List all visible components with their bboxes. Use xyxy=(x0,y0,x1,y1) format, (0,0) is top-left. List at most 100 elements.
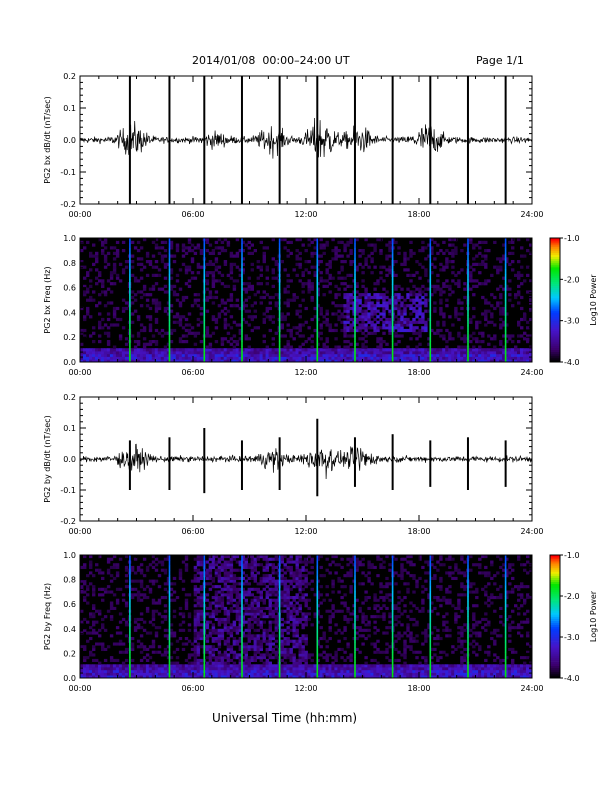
spectral-line xyxy=(316,305,319,311)
heatmap-cell xyxy=(250,284,254,288)
heatmap-cell xyxy=(118,664,123,668)
heatmap-cell xyxy=(193,653,198,657)
heatmap-cell xyxy=(101,279,105,283)
heatmap-cell xyxy=(124,667,129,671)
heatmap-cell xyxy=(286,342,290,346)
heatmap-cell xyxy=(199,555,204,559)
heatmap-cell xyxy=(253,557,257,561)
heatmap-cell xyxy=(247,609,251,613)
heatmap-cell xyxy=(223,260,228,264)
heatmap-cell xyxy=(313,306,317,311)
heatmap-cell xyxy=(289,639,293,643)
heatmap-cell xyxy=(241,634,245,638)
heatmap-cell xyxy=(259,563,263,567)
heatmap-cell xyxy=(247,647,251,651)
heatmap-cell xyxy=(304,340,308,344)
heatmap-cell xyxy=(298,604,302,608)
heatmap-cell xyxy=(98,293,102,297)
heatmap-cell xyxy=(139,568,144,572)
x-tick-label: 00:00 xyxy=(68,210,91,219)
spectral-line xyxy=(168,243,171,249)
heatmap-cell xyxy=(109,323,114,327)
heatmap-cell xyxy=(484,301,488,305)
heatmap-cell xyxy=(130,240,135,244)
heatmap-cell xyxy=(121,240,126,244)
heatmap-cell xyxy=(319,359,323,363)
heatmap-cell xyxy=(289,609,293,613)
heatmap-cell xyxy=(478,351,482,355)
heatmap-cell xyxy=(205,309,210,313)
heatmap-cell xyxy=(469,273,473,277)
heatmap-cell xyxy=(181,667,186,671)
heatmap-cell xyxy=(469,317,473,322)
heatmap-cell xyxy=(199,667,204,671)
heatmap-cell xyxy=(394,301,398,305)
heatmap-cell xyxy=(211,295,216,300)
heatmap-cell xyxy=(271,271,275,275)
heatmap-cell xyxy=(235,348,240,352)
heatmap-cell xyxy=(280,623,284,627)
heatmap-cell xyxy=(217,271,222,275)
heatmap-cell xyxy=(436,287,440,291)
heatmap-cell xyxy=(403,260,407,264)
heatmap-cell xyxy=(508,356,512,360)
heatmap-cell xyxy=(80,631,84,635)
heatmap-cell xyxy=(397,348,401,352)
heatmap-cell xyxy=(289,328,293,333)
heatmap-cell xyxy=(376,298,380,302)
heatmap-cell xyxy=(394,298,398,302)
y-tick-label: 0.2 xyxy=(63,72,76,81)
heatmap-cell xyxy=(355,309,359,313)
heatmap-cell xyxy=(95,276,99,280)
heatmap-cell xyxy=(232,587,237,591)
heatmap-cell xyxy=(241,249,245,253)
heatmap-cell xyxy=(244,320,248,324)
heatmap-cell xyxy=(250,243,254,247)
heatmap-cell xyxy=(265,631,269,635)
heatmap-cell xyxy=(433,359,437,363)
heatmap-cell xyxy=(115,565,120,569)
heatmap-cell xyxy=(95,664,99,668)
heatmap-cell xyxy=(187,653,192,657)
heatmap-cell xyxy=(343,287,347,291)
heatmap-cell xyxy=(349,251,353,255)
heatmap-cell xyxy=(313,271,317,275)
heatmap-cell xyxy=(373,309,377,313)
heatmap-cell xyxy=(310,251,314,255)
heatmap-cell xyxy=(118,587,123,591)
heatmap-cell xyxy=(256,634,260,638)
heatmap-cell xyxy=(98,664,102,668)
heatmap-cell xyxy=(364,287,368,291)
heatmap-cell xyxy=(112,348,117,352)
heatmap-cell xyxy=(253,628,257,632)
heatmap-cell xyxy=(265,639,269,643)
heatmap-cell xyxy=(505,340,509,344)
heatmap-cell xyxy=(355,353,359,357)
heatmap-cell xyxy=(442,282,446,286)
heatmap-cell xyxy=(157,356,162,360)
heatmap-cell xyxy=(83,359,87,363)
heatmap-cell xyxy=(334,246,338,250)
heatmap-cell xyxy=(292,579,296,583)
heatmap-cell xyxy=(358,301,362,305)
heatmap-cell xyxy=(241,555,245,559)
heatmap-cell xyxy=(346,353,350,357)
heatmap-cell xyxy=(409,249,413,253)
heatmap-cell xyxy=(343,309,347,313)
heatmap-cell xyxy=(256,656,260,660)
heatmap-cell xyxy=(196,615,201,619)
heatmap-cell xyxy=(271,315,275,319)
heatmap-cell xyxy=(220,555,225,559)
heatmap-cell xyxy=(298,647,302,651)
heatmap-cell xyxy=(205,282,210,286)
heatmap-cell xyxy=(502,323,506,327)
heatmap-cell xyxy=(151,672,156,676)
heatmap-cell xyxy=(193,568,198,572)
heatmap-cell xyxy=(208,653,213,657)
heatmap-cell xyxy=(118,334,123,338)
heatmap-cell xyxy=(208,628,213,632)
heatmap-cell xyxy=(238,353,242,357)
heatmap-cell xyxy=(295,312,299,316)
heatmap-cell xyxy=(229,268,234,272)
heatmap-cell xyxy=(163,331,168,335)
